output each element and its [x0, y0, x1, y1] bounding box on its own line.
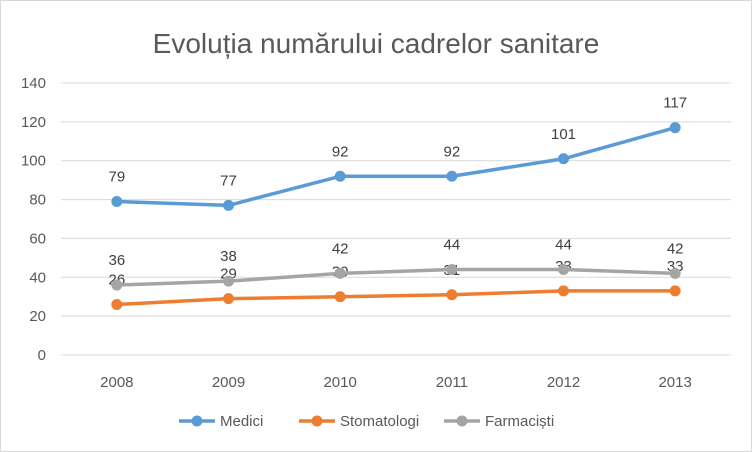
data-point — [669, 285, 681, 297]
data-label: 92 — [443, 143, 460, 160]
data-point — [223, 293, 234, 305]
data-label: 77 — [220, 172, 237, 189]
legend-marker — [311, 415, 323, 427]
y-tick-label: 100 — [21, 153, 46, 170]
legend-item-2: Farmaciști — [444, 413, 554, 430]
x-tick-label: 2009 — [212, 374, 245, 391]
data-point — [669, 122, 681, 134]
data-point — [111, 298, 123, 310]
x-tick-label: 2012 — [547, 374, 580, 391]
legend-marker — [191, 415, 203, 427]
x-tick-label: 2011 — [436, 374, 468, 391]
legend: Medici Stomatologi Farmaciști — [179, 413, 554, 430]
data-point — [334, 170, 346, 182]
data-point — [223, 275, 234, 287]
data-point — [558, 153, 569, 165]
data-label: 92 — [332, 143, 349, 160]
series-2: 36 38 42 44 44 42 — [108, 237, 684, 291]
data-label: 42 — [667, 240, 684, 257]
legend-label: Stomatologi — [340, 413, 419, 430]
data-label: 42 — [332, 240, 349, 257]
chart-title: Evoluția numărului cadrelor sanitare — [153, 28, 600, 59]
y-tick-label: 0 — [38, 347, 46, 364]
data-point — [558, 264, 569, 276]
y-axis: 0 20 40 60 80 100 120 140 — [21, 75, 46, 364]
data-label: 117 — [663, 95, 687, 112]
data-label: 38 — [220, 248, 237, 265]
data-point — [669, 267, 681, 279]
legend-item-0: Medici — [179, 413, 263, 430]
data-label: 44 — [555, 237, 572, 254]
x-tick-label: 2008 — [100, 374, 133, 391]
data-point — [446, 289, 458, 301]
y-tick-label: 40 — [29, 269, 46, 286]
data-point — [334, 267, 346, 279]
data-point — [111, 279, 123, 291]
series-group: 79 77 92 92 101 117 26293031333336 38 42 44 44 42 — [108, 95, 687, 310]
data-label: 101 — [551, 126, 576, 143]
series-1: 262930313333 — [108, 258, 684, 310]
y-tick-label: 20 — [29, 308, 46, 325]
series-line — [115, 289, 677, 307]
x-tick-label: 2010 — [323, 374, 356, 391]
data-point — [446, 264, 458, 276]
series-line — [115, 267, 677, 287]
legend-label: Medici — [220, 413, 263, 430]
gridlines — [61, 82, 731, 356]
y-tick-label: 60 — [29, 230, 46, 247]
series-line — [115, 125, 677, 208]
y-tick-label: 120 — [21, 114, 46, 131]
x-axis: 2008 2009 2010 2011 2012 2013 — [100, 374, 692, 391]
x-tick-label: 2013 — [658, 374, 691, 391]
legend-marker — [456, 415, 468, 427]
data-point — [223, 199, 234, 211]
data-point — [558, 285, 569, 297]
y-tick-label: 80 — [29, 192, 46, 209]
data-label: 36 — [108, 252, 125, 269]
data-label: 79 — [108, 169, 125, 186]
legend-item-1: Stomatologi — [299, 413, 419, 430]
data-point — [334, 291, 346, 303]
legend-label: Farmaciști — [485, 413, 554, 430]
data-point — [111, 196, 123, 208]
data-label: 44 — [443, 237, 460, 254]
y-tick-label: 140 — [21, 75, 46, 92]
data-point — [446, 170, 458, 182]
series-0: 79 77 92 92 101 117 — [108, 95, 687, 211]
